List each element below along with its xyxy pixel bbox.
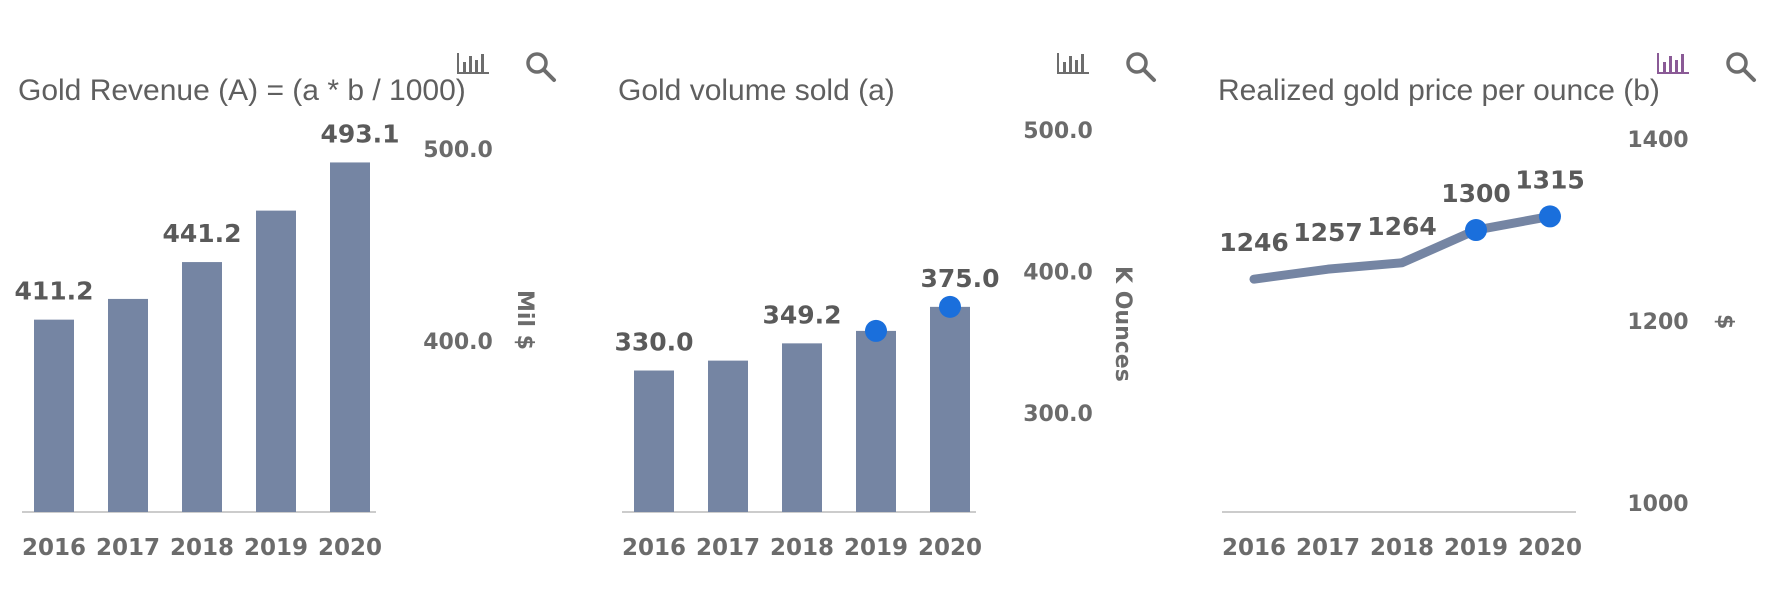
x-tick-label: 2016 bbox=[22, 535, 86, 561]
bar-chart-icon[interactable] bbox=[1054, 50, 1094, 80]
data-label: 1246 bbox=[1219, 228, 1289, 257]
y-tick-label: 1200 bbox=[1627, 310, 1688, 335]
y-tick-label: 400.0 bbox=[1023, 260, 1093, 285]
x-tick-label: 2017 bbox=[1296, 535, 1360, 561]
data-label: 493.1 bbox=[320, 119, 399, 148]
chart-title: Gold Revenue (A) = (a * b / 1000) bbox=[18, 74, 466, 107]
data-label: 1257 bbox=[1293, 218, 1363, 247]
magnifier-icon[interactable] bbox=[1724, 50, 1758, 84]
x-tick-label: 2020 bbox=[1518, 535, 1582, 561]
x-tick-label: 2019 bbox=[844, 535, 908, 561]
y-tick-label: 1000 bbox=[1627, 492, 1688, 517]
bar bbox=[108, 298, 148, 512]
series-line bbox=[1249, 211, 1555, 284]
data-point-marker bbox=[1465, 219, 1487, 242]
y-tick-label: 300.0 bbox=[1023, 402, 1093, 427]
y-tick-label: 1400 bbox=[1627, 128, 1688, 153]
bar bbox=[34, 319, 74, 512]
chart-panel-gold-volume: Gold volume sold (a) 2016 2017 2018 2019 202… bbox=[614, 0, 1218, 599]
volume-bar-chart: 2016 2017 2018 2019 2020 300.0 400.0 500.0 330.0… bbox=[614, 119, 1093, 561]
y-axis-label: $ bbox=[1712, 314, 1737, 330]
bar bbox=[782, 343, 822, 512]
chart-panel-gold-revenue: Gold Revenue (A) = (a * b / 1000) 2016 20… bbox=[14, 0, 618, 599]
bar-chart-icon[interactable] bbox=[454, 50, 494, 80]
data-label: 1300 bbox=[1441, 179, 1511, 208]
x-tick-label: 2018 bbox=[1370, 535, 1434, 561]
y-tick-label: 500.0 bbox=[1023, 119, 1093, 144]
chart-panel-gold-price: Realized gold price per ounce (b) 2016 20… bbox=[1218, 0, 1782, 599]
revenue-bar-chart: 2016 2017 2018 2019 2020 400.0 500.0 411.2 441.2… bbox=[14, 119, 493, 561]
x-tick-label: 2017 bbox=[96, 535, 160, 561]
data-label: 330.0 bbox=[614, 328, 693, 357]
bar bbox=[634, 370, 674, 512]
data-label: 349.2 bbox=[762, 300, 841, 329]
x-tick-label: 2020 bbox=[318, 535, 382, 561]
bar bbox=[256, 210, 296, 512]
y-axis-label: K Ounces bbox=[1110, 266, 1135, 382]
data-point-marker bbox=[939, 295, 961, 318]
bar bbox=[930, 306, 970, 512]
data-point-marker bbox=[865, 319, 887, 342]
bar bbox=[182, 262, 222, 512]
bar-chart-icon[interactable] bbox=[1654, 50, 1694, 80]
x-tick-label: 2016 bbox=[1222, 535, 1286, 561]
y-tick-label: 400.0 bbox=[423, 330, 493, 355]
magnifier-icon[interactable] bbox=[1124, 50, 1158, 84]
x-tick-label: 2019 bbox=[244, 535, 308, 561]
x-tick-label: 2017 bbox=[696, 535, 760, 561]
x-tick-label: 2016 bbox=[622, 535, 686, 561]
y-axis-label: Mil $ bbox=[512, 290, 537, 350]
price-line-chart: 2016 2017 2018 2019 2020 1000 1200 1400 1246 1257… bbox=[1219, 128, 1688, 561]
x-tick-label: 2018 bbox=[170, 535, 234, 561]
data-label: 1264 bbox=[1367, 212, 1437, 241]
magnifier-icon[interactable] bbox=[524, 50, 558, 84]
data-label: 441.2 bbox=[162, 219, 241, 248]
data-label: 375.0 bbox=[920, 264, 999, 293]
bar bbox=[330, 162, 370, 512]
x-tick-label: 2019 bbox=[1444, 535, 1508, 561]
bar bbox=[856, 330, 896, 512]
chart-title: Realized gold price per ounce (b) bbox=[1218, 74, 1660, 107]
chart-title: Gold volume sold (a) bbox=[618, 74, 895, 107]
data-point-marker bbox=[1539, 205, 1561, 228]
x-tick-label: 2018 bbox=[770, 535, 834, 561]
y-tick-label: 500.0 bbox=[423, 138, 493, 163]
data-label: 1315 bbox=[1515, 165, 1585, 194]
bar bbox=[708, 360, 748, 512]
x-tick-label: 2020 bbox=[918, 535, 982, 561]
data-label: 411.2 bbox=[14, 277, 93, 306]
